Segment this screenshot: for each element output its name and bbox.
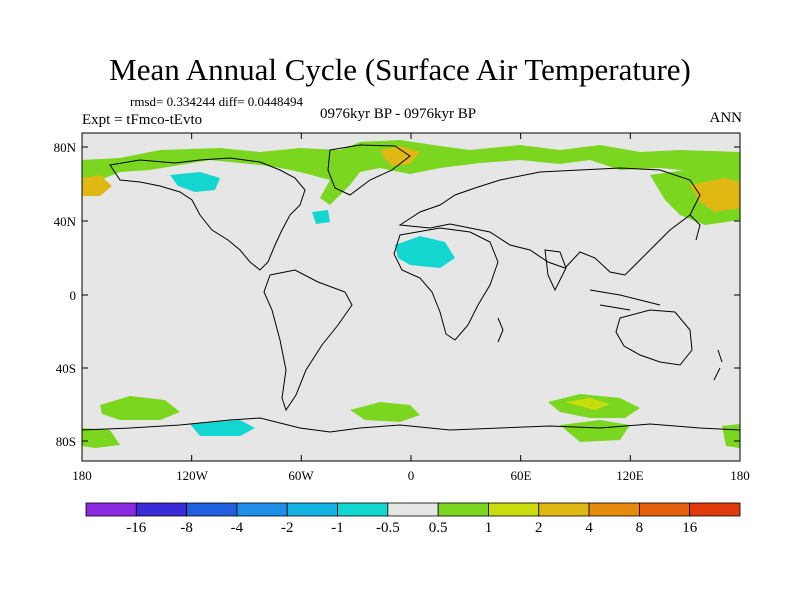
- coast-japan: [689, 214, 701, 241]
- lat-label-80n: 80N: [53, 140, 76, 155]
- colorbar-box: [588, 502, 640, 517]
- colorbar-label: 4: [585, 520, 593, 536]
- colorbar-label: -1: [331, 520, 344, 536]
- colorbar-label: -8: [180, 520, 193, 536]
- colorbar-label: 16: [682, 520, 698, 536]
- colorbar-box: [638, 502, 691, 517]
- colorbar-box: [186, 502, 238, 517]
- lon-label-120w: 120W: [176, 468, 208, 483]
- lat-label-80s: 80S: [55, 434, 76, 449]
- colorbar-box: [488, 502, 540, 517]
- warm-anomaly-south-indian-core: [565, 398, 610, 410]
- lon-label-0: 0: [407, 468, 415, 483]
- warm-anomaly-south-pacific: [100, 396, 180, 420]
- colorbar-label: -0.5: [375, 520, 400, 536]
- coast-australia: [615, 309, 693, 366]
- cold-anomaly-canada: [170, 172, 220, 192]
- colorbar-label: 0.5: [428, 520, 448, 536]
- coast-madagascar: [497, 317, 504, 343]
- warm-anomaly-arctic: [82, 140, 740, 205]
- colorbar-label: 1: [484, 520, 493, 536]
- colorbar-box: [85, 502, 137, 517]
- lon-label-120e: 120E: [616, 468, 644, 483]
- colorbar-label: 8: [635, 520, 644, 536]
- lon-label-60e: 60E: [510, 468, 532, 483]
- coast-south-america: [263, 269, 353, 412]
- lon-label-60w: 60W: [288, 468, 314, 483]
- warm-anomaly-greenland: [380, 146, 420, 166]
- coast-indonesia: [589, 289, 661, 311]
- lon-label-180w: 180: [72, 468, 92, 483]
- warm-anomaly-antarctica-west: [82, 428, 120, 448]
- colorbar-box: [236, 502, 288, 517]
- warm-anomaly-siberia-core: [690, 178, 740, 212]
- lat-label-40s: 40S: [55, 361, 76, 376]
- stats-text: rmsd= 0.334244 diff= 0.0448494: [130, 94, 303, 109]
- colorbar-box: [538, 502, 590, 517]
- coast-new-zealand: [713, 349, 723, 381]
- coast-india: [544, 249, 567, 292]
- lon-label-180e: 180: [730, 468, 750, 483]
- colorbar-box: [286, 502, 338, 517]
- axis-ticks: [81, 133, 741, 461]
- coast-eurasia: [398, 167, 701, 276]
- season-label: ANN: [709, 110, 743, 126]
- colorbar-label: -16: [126, 520, 147, 536]
- lat-label-40n: 40N: [53, 214, 76, 229]
- colorbar-box: [387, 502, 439, 517]
- cold-anomaly-atlantic: [312, 210, 330, 224]
- coast-africa: [393, 227, 499, 341]
- warm-anomaly-alaska: [82, 175, 112, 196]
- warm-anomaly-south-atlantic: [350, 402, 420, 422]
- colorbar: [85, 502, 741, 517]
- lat-label-equator: 0: [69, 288, 77, 303]
- coast-antarctica: [82, 417, 740, 433]
- coast-greenland: [327, 144, 411, 196]
- figure-title: Mean Annual Cycle (Surface Air Temperatu…: [109, 52, 691, 87]
- coast-north-america: [109, 157, 306, 271]
- colorbar-label: -4: [230, 520, 244, 536]
- anomaly-fields: [82, 140, 740, 448]
- experiment-label: Expt = tFmco-tEvto: [82, 112, 203, 128]
- colorbar-box: [337, 502, 389, 517]
- warm-anomaly-antarctica-east: [560, 420, 630, 442]
- colorbar-label: -2: [280, 520, 294, 536]
- colorbar-box: [135, 502, 188, 517]
- colorbar-label: 2: [535, 520, 543, 536]
- colorbar-box: [437, 502, 489, 517]
- colorbar-box: [689, 502, 741, 517]
- cold-anomaly-amundsen: [190, 420, 255, 436]
- cold-anomaly-sahara: [395, 236, 455, 268]
- coastlines: [82, 144, 740, 433]
- period-label: 0976kyr BP - 0976kyr BP: [320, 106, 477, 122]
